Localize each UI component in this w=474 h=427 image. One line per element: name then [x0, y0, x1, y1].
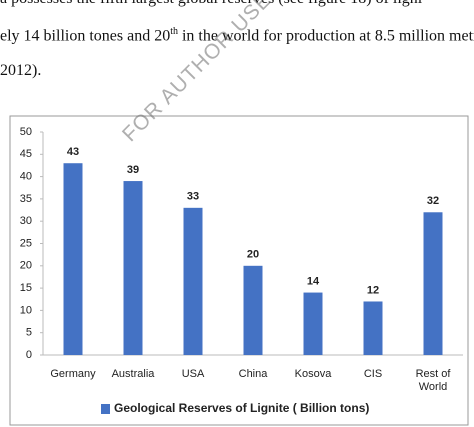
y-tick-label: 20	[20, 260, 32, 272]
text-line: 2012).	[0, 62, 42, 79]
x-tick-label: USA	[181, 368, 205, 380]
superscript: th	[170, 26, 178, 37]
y-tick-label: 25	[20, 237, 32, 249]
text-line: ely 14 billion tones and 20th in the wor…	[0, 26, 474, 45]
y-tick-label: 50	[20, 126, 32, 138]
bar	[363, 301, 383, 355]
x-tick-label: Australia	[111, 368, 155, 380]
data-label: 43	[67, 146, 79, 158]
y-tick-label: 35	[20, 193, 32, 205]
x-tick-label: CIS	[363, 368, 383, 380]
data-label: 39	[127, 164, 139, 176]
x-tick-label: Rest of World	[415, 368, 451, 393]
bar	[423, 212, 443, 355]
bar	[303, 292, 323, 355]
x-tick-label: China	[238, 368, 268, 380]
y-tick-label: 45	[20, 148, 32, 160]
y-tick-label: 30	[20, 215, 32, 227]
bar	[243, 265, 263, 355]
text: in the world for production at 8.5 milli…	[177, 27, 474, 45]
x-tick-label: Germany	[50, 368, 96, 380]
data-label: 32	[427, 195, 439, 207]
bar	[183, 207, 203, 355]
chart-border	[9, 115, 469, 426]
x-tick-label: Kosova	[294, 368, 332, 380]
data-label: 33	[187, 191, 199, 203]
bar	[123, 181, 143, 355]
bar	[63, 163, 83, 355]
data-label: 14	[307, 275, 320, 287]
text-line: a possesses the fifth largest global res…	[0, 0, 422, 8]
legend-label: Geological Reserves of Lignite ( Billion…	[114, 401, 370, 415]
y-tick-label: 0	[26, 349, 32, 361]
data-label: 12	[367, 284, 379, 296]
y-tick-label: 10	[20, 304, 32, 316]
data-label: 20	[247, 249, 259, 261]
legend-swatch	[101, 404, 110, 414]
y-tick-label: 15	[20, 282, 32, 294]
text: ely 14 billion tones and 20	[0, 27, 171, 45]
y-tick-label: 5	[26, 327, 32, 339]
y-tick-label: 40	[20, 171, 32, 183]
